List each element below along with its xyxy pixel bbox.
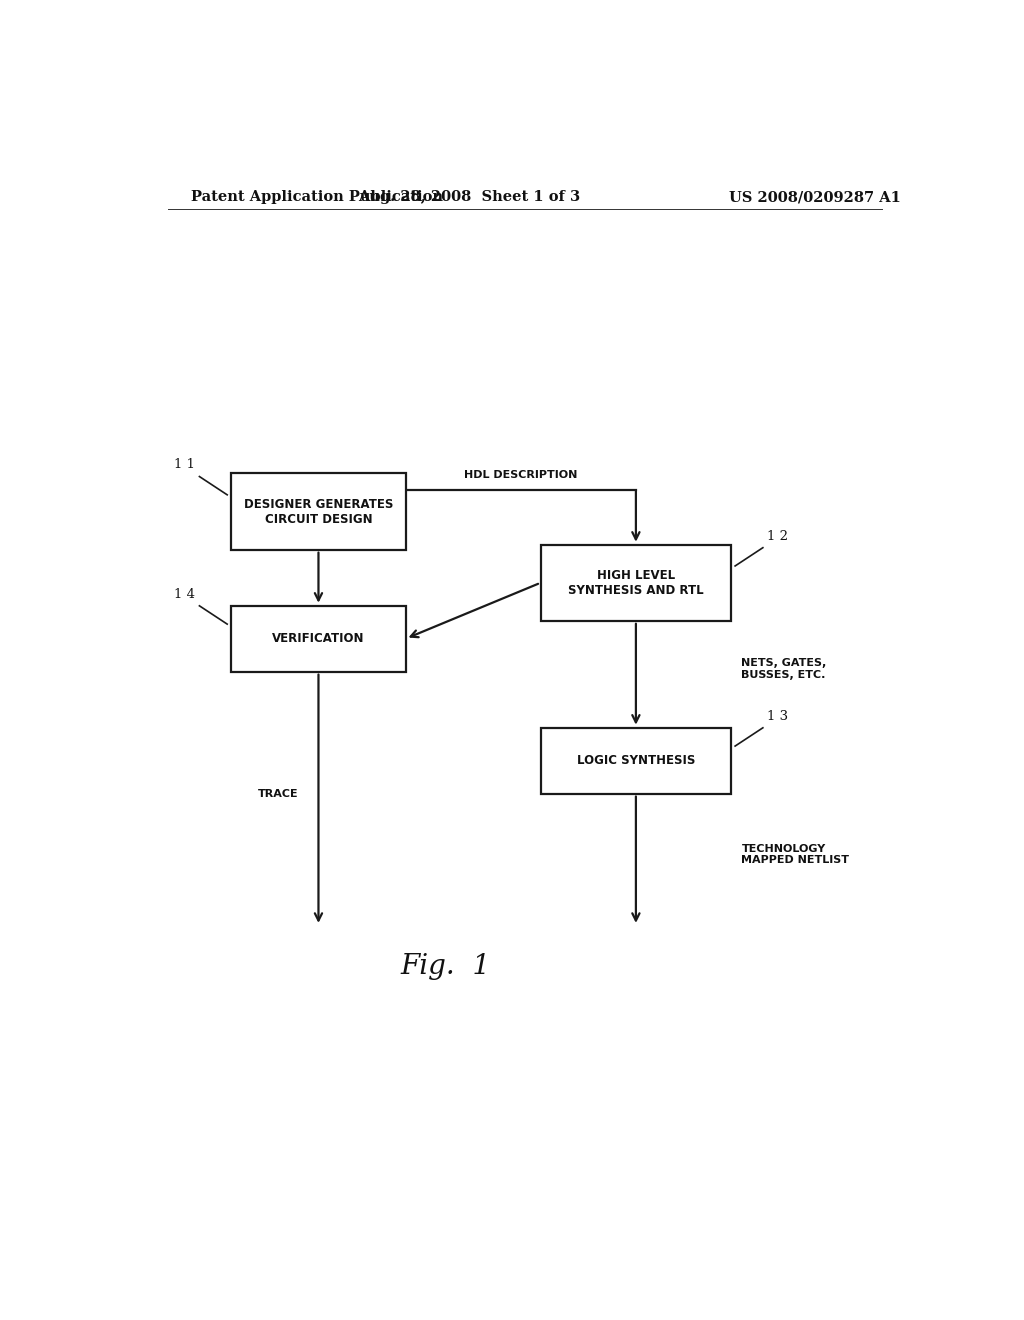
Text: Aug. 28, 2008  Sheet 1 of 3: Aug. 28, 2008 Sheet 1 of 3 [358, 190, 581, 205]
Text: DESIGNER GENERATES
CIRCUIT DESIGN: DESIGNER GENERATES CIRCUIT DESIGN [244, 498, 393, 525]
FancyBboxPatch shape [541, 727, 731, 793]
Text: Patent Application Publication: Patent Application Publication [191, 190, 443, 205]
Text: HDL DESCRIPTION: HDL DESCRIPTION [464, 470, 578, 480]
Text: TRACE: TRACE [258, 788, 299, 799]
FancyBboxPatch shape [231, 474, 406, 549]
Text: 1 1: 1 1 [174, 458, 196, 471]
Text: US 2008/0209287 A1: US 2008/0209287 A1 [728, 190, 900, 205]
Text: LOGIC SYNTHESIS: LOGIC SYNTHESIS [577, 754, 695, 767]
Text: VERIFICATION: VERIFICATION [272, 632, 365, 645]
Text: HIGH LEVEL
SYNTHESIS AND RTL: HIGH LEVEL SYNTHESIS AND RTL [568, 569, 703, 597]
Text: Fig.  1: Fig. 1 [400, 953, 490, 979]
Text: NETS, GATES,
BUSSES, ETC.: NETS, GATES, BUSSES, ETC. [741, 659, 826, 680]
Text: 1 4: 1 4 [174, 587, 196, 601]
Text: TECHNOLOGY
MAPPED NETLIST: TECHNOLOGY MAPPED NETLIST [741, 843, 850, 866]
FancyBboxPatch shape [541, 545, 731, 620]
Text: 1 2: 1 2 [767, 529, 787, 543]
Text: 1 3: 1 3 [767, 710, 788, 723]
FancyBboxPatch shape [231, 606, 406, 672]
